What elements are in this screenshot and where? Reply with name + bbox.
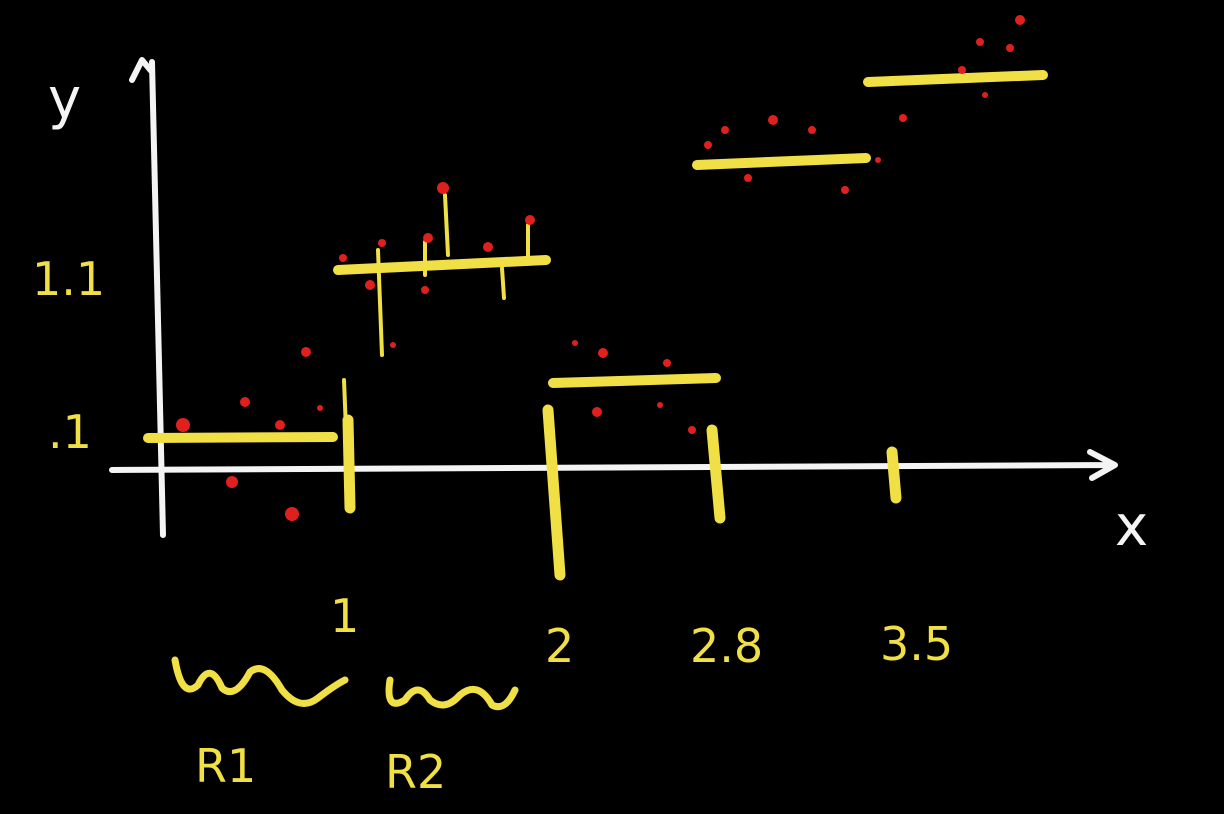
x-tick xyxy=(542,404,566,581)
step xyxy=(692,153,871,170)
step xyxy=(548,373,721,388)
x-tick xyxy=(886,446,902,504)
region-brace xyxy=(385,676,519,711)
region-label: R2 xyxy=(385,745,446,799)
residual xyxy=(376,248,384,357)
x-tick xyxy=(342,414,356,514)
y-axis xyxy=(129,57,166,538)
y-tick-label: .1 xyxy=(48,405,92,459)
step xyxy=(863,70,1048,87)
region-brace xyxy=(171,656,349,707)
x-tick-label: 3.5 xyxy=(880,617,953,671)
y-axis-label: y xyxy=(48,67,81,132)
data-points xyxy=(176,15,1025,521)
x-axis xyxy=(109,449,1118,481)
residual xyxy=(500,266,506,300)
x-tick-label: 1 xyxy=(330,589,359,643)
x-tick xyxy=(706,424,726,524)
y-tick-label: 1.1 xyxy=(32,252,105,306)
step xyxy=(143,432,338,443)
x-tick xyxy=(342,378,348,432)
region-label: R1 xyxy=(195,739,256,793)
x-tick-label: 2.8 xyxy=(690,619,763,673)
x-axis-label: x xyxy=(1115,494,1148,559)
x-tick-label: 2 xyxy=(545,619,574,673)
residual xyxy=(443,193,450,257)
step xyxy=(333,255,551,275)
